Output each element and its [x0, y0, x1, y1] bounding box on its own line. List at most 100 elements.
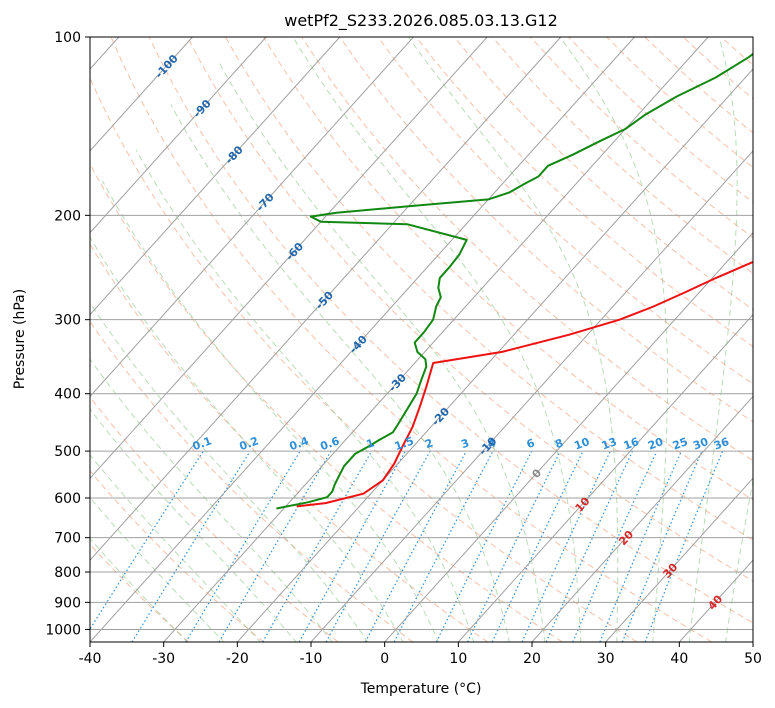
moist-adiabat-line: [407, 37, 619, 642]
isotherm-line: [531, 395, 753, 642]
moist-adiabat-line: [292, 37, 582, 642]
isotherm-line: [90, 37, 414, 398]
dry-adiabat-line: [110, 37, 712, 642]
moist-adiabat-line: [135, 149, 475, 642]
x-tick-label: 50: [744, 651, 762, 667]
x-tick-label: -30: [152, 651, 175, 667]
y-tick-label: 300: [54, 313, 81, 329]
mixing-ratio-line: [298, 450, 406, 642]
mixing-ratio-line: [644, 450, 724, 642]
isotherm-line: [90, 37, 267, 234]
mixing-ratio-line: [90, 450, 204, 631]
mixing-ratio-label: 1: [365, 436, 377, 451]
y-tick-label: 100: [54, 30, 81, 46]
mixing-ratio-line: [364, 450, 467, 642]
isotherm-line: [90, 37, 488, 480]
mixing-ratio-label: 0.4: [288, 434, 311, 453]
mixing-ratio-label: 20: [646, 435, 665, 453]
y-tick-label: 700: [54, 531, 81, 547]
mixing-ratio-label: 2: [423, 436, 435, 451]
isotherm-line: [384, 231, 753, 642]
mixing-ratio-label: 1.5: [393, 434, 416, 453]
x-axis-label: Temperature (°C): [360, 681, 482, 697]
moist-adiabat-line: [90, 358, 333, 642]
isopleth-labels: 0.1 0.2 0.4 0.6 1 1.5 2 3 4 6 8 10 13 16 20 25 30 36-100-…: [153, 52, 732, 613]
y-axis-label: Pressure (hPa): [12, 289, 28, 389]
dry-adiabat-line: [90, 470, 264, 642]
plot-area: 0.1 0.2 0.4 0.6 1 1.5 2 3 4 6 8 10 13 16 20 25 30 36-100-…: [90, 37, 753, 642]
moist-adiabat-line: [218, 61, 546, 642]
moist-adiabat-line: [90, 496, 225, 642]
mixing-ratio-line: [545, 450, 634, 642]
mixing-ratio-label: 0.2: [238, 434, 261, 453]
x-tick-label: 30: [597, 651, 615, 667]
isotherm-line: [90, 37, 635, 642]
mixing-ratio-label: 0.1: [191, 434, 214, 453]
dewpoint-line: [276, 52, 753, 510]
dry-adiabat-line: [90, 162, 563, 642]
mixing-ratio-label: 13: [600, 435, 619, 452]
x-axis-ticks: -40 -30 -20 -10 0 10 20 30 40 50: [79, 642, 762, 667]
isotherm-line: [605, 477, 753, 642]
mixing-ratio-line: [325, 450, 431, 642]
isotherm-line: [236, 68, 753, 642]
dry-adiabat-line: [90, 543, 190, 642]
y-tick-label: 500: [54, 444, 81, 460]
mixing-ratio-line: [435, 450, 533, 642]
y-tick-label: 900: [54, 595, 81, 611]
mixing-ratio-line: [572, 450, 658, 642]
mixing-ratio-label: 3: [459, 436, 471, 451]
moist-adiabat-line: [90, 537, 189, 642]
x-tick-label: -40: [79, 651, 102, 667]
plot-frame: [89, 36, 754, 643]
y-tick-label: 600: [54, 491, 81, 507]
y-tick-label: 200: [54, 208, 81, 224]
dry-adiabat-line: [90, 243, 488, 642]
temperature-line: [296, 260, 753, 508]
mixing-ratio-line: [599, 450, 682, 642]
mixing-ratio-label: 16: [622, 435, 641, 453]
isotherm-line: [90, 37, 562, 561]
y-tick-label: 1000: [45, 622, 81, 638]
moist-adiabat-line: [90, 454, 261, 642]
x-tick-label: 20: [523, 651, 541, 667]
mixing-ratio-label: 0.6: [318, 434, 341, 453]
mixing-ratio-label: 25: [671, 435, 690, 452]
dry-adiabat-line: [90, 396, 339, 642]
dry-adiabat-line: [415, 37, 753, 348]
mixing-ratio-label: 30: [691, 435, 710, 453]
mixing-ratio-label: 10: [572, 435, 591, 453]
x-tick-label: 0: [380, 651, 389, 667]
isotherm-line: [90, 37, 341, 316]
y-axis-ticks: 100 200 300 400 500 600 700 800 900 1000: [45, 30, 90, 638]
mixing-ratio-label: 6: [525, 436, 537, 451]
mixing-ratio-label: 36: [712, 435, 731, 453]
x-tick-label: -10: [300, 651, 323, 667]
x-tick-label: -20: [226, 651, 249, 667]
dry-adiabat-line: [453, 37, 753, 311]
isotherm-line: [90, 37, 193, 152]
mixing-ratio-label: 4: [486, 436, 498, 451]
x-tick-label: 10: [449, 651, 467, 667]
mixing-ratio-label: 8: [553, 436, 565, 451]
moist-adiabat-line: [725, 477, 753, 642]
isotherm-line: [163, 37, 709, 642]
y-tick-label: 400: [54, 387, 81, 403]
isotherms: [90, 37, 753, 642]
isotherm-line: [457, 313, 753, 642]
dry-adiabat-line: [377, 37, 753, 385]
x-tick-label: 40: [670, 651, 688, 667]
isotherm-line: [310, 150, 753, 642]
moist-adiabat-line: [90, 236, 404, 642]
pressure-gridlines: [90, 37, 753, 630]
moist-adiabat-line: [102, 180, 440, 642]
chart-title: wetPf2_S233.2026.085.03.13.G12: [284, 11, 558, 31]
moist-adiabat-line: [559, 37, 668, 642]
y-tick-label: 800: [54, 565, 81, 581]
mixing-ratio-line: [621, 450, 703, 642]
moist-adiabat-line: [688, 37, 738, 642]
profile-series: [276, 52, 753, 510]
dry-adiabat-line: [148, 37, 753, 624]
